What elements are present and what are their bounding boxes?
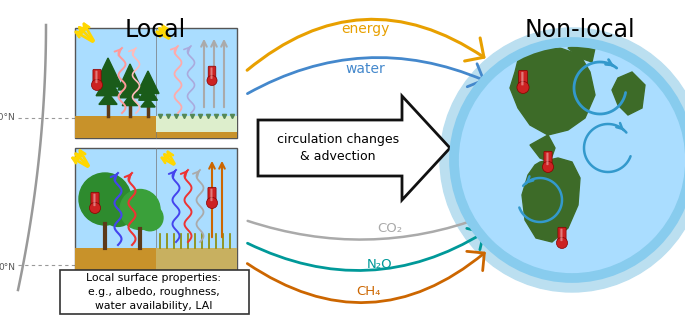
FancyBboxPatch shape	[95, 71, 97, 83]
Text: Local: Local	[125, 18, 186, 42]
Bar	[75, 248, 237, 270]
FancyBboxPatch shape	[91, 192, 99, 209]
Circle shape	[137, 205, 163, 231]
Polygon shape	[141, 98, 155, 107]
Bar	[156, 116, 237, 132]
Polygon shape	[96, 75, 120, 96]
Text: energy: energy	[341, 22, 389, 36]
Circle shape	[90, 202, 101, 214]
Circle shape	[440, 28, 685, 292]
Circle shape	[206, 198, 218, 209]
Text: CH₄: CH₄	[356, 285, 380, 298]
Text: Non-local: Non-local	[525, 18, 635, 42]
Text: N₂O: N₂O	[367, 258, 393, 271]
Polygon shape	[612, 72, 645, 115]
Polygon shape	[530, 135, 555, 162]
FancyBboxPatch shape	[519, 71, 527, 88]
FancyBboxPatch shape	[93, 194, 95, 206]
FancyBboxPatch shape	[208, 187, 216, 203]
FancyBboxPatch shape	[547, 153, 549, 165]
Polygon shape	[258, 96, 450, 200]
Polygon shape	[137, 71, 159, 94]
FancyBboxPatch shape	[560, 229, 562, 241]
Bar	[75, 28, 237, 138]
Circle shape	[79, 173, 131, 225]
Polygon shape	[94, 58, 122, 87]
Circle shape	[120, 190, 160, 230]
Polygon shape	[99, 93, 117, 104]
Polygon shape	[510, 48, 595, 135]
Polygon shape	[118, 64, 142, 90]
Circle shape	[92, 79, 103, 90]
Polygon shape	[138, 84, 158, 100]
Bar	[156, 248, 237, 270]
Text: circulation changes
& advection: circulation changes & advection	[277, 133, 399, 163]
FancyBboxPatch shape	[208, 66, 216, 81]
Circle shape	[543, 161, 553, 173]
Polygon shape	[122, 95, 138, 106]
Circle shape	[454, 42, 685, 278]
Text: water: water	[345, 62, 385, 76]
Polygon shape	[568, 42, 595, 62]
Bar	[75, 148, 237, 270]
Polygon shape	[120, 80, 140, 98]
Circle shape	[517, 81, 529, 94]
Circle shape	[207, 75, 217, 85]
Text: Local surface properties:
e.g., albedo, roughness,
water availability, LAI: Local surface properties: e.g., albedo, …	[86, 272, 221, 312]
FancyBboxPatch shape	[544, 151, 552, 167]
Circle shape	[101, 192, 135, 226]
Bar	[75, 116, 237, 138]
Polygon shape	[522, 158, 580, 242]
FancyBboxPatch shape	[210, 67, 212, 79]
FancyBboxPatch shape	[558, 227, 566, 243]
Text: 0°N: 0°N	[0, 264, 15, 272]
FancyBboxPatch shape	[210, 189, 212, 201]
Circle shape	[556, 238, 568, 249]
Text: 60°N: 60°N	[0, 113, 15, 123]
Text: CO₂: CO₂	[377, 222, 403, 235]
FancyBboxPatch shape	[60, 270, 249, 314]
FancyBboxPatch shape	[93, 69, 101, 85]
FancyBboxPatch shape	[521, 72, 523, 85]
